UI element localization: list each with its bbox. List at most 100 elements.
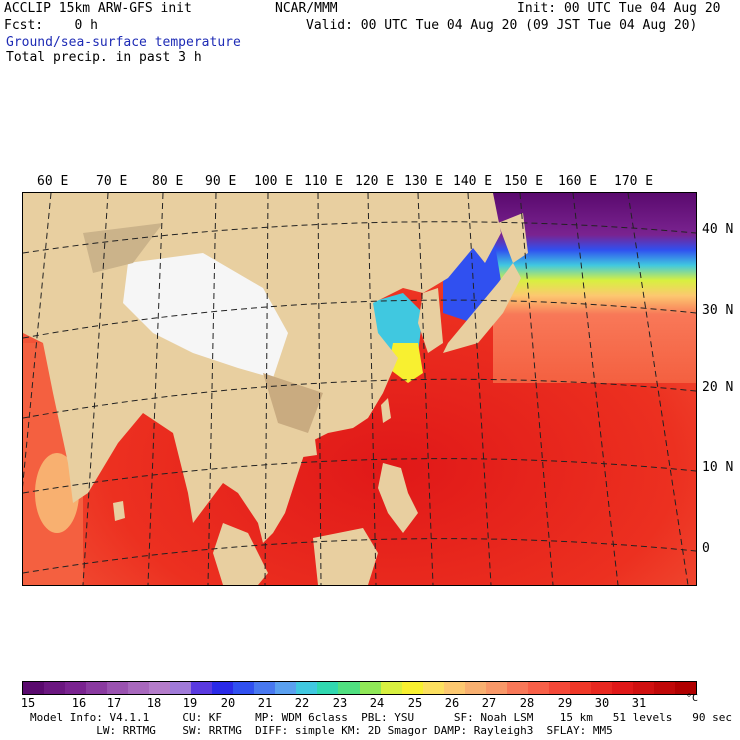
colorbar-swatch (443, 682, 465, 694)
init-time: Init: 00 UTC Tue 04 Aug 20 (517, 1, 721, 16)
model-info-line2: LW: RRTMG SW: RRTMG DIFF: simple KM: 2D … (30, 724, 613, 737)
field-label-precip: Total precip. in past 3 h (6, 50, 202, 65)
graticule (23, 193, 696, 585)
lat-label: 40 N (702, 222, 734, 237)
colorbar-swatch (23, 682, 45, 694)
colorbar-tick: 27 (481, 696, 497, 710)
colorbar-tick: 23 (332, 696, 348, 710)
lat-label: 0 (702, 541, 710, 556)
lon-label: 110 E (304, 174, 344, 189)
lat-label: 20 N (702, 380, 734, 395)
meridian-70e (82, 193, 109, 585)
colorbar-swatch (107, 682, 129, 694)
colorbar-tick: 28 (519, 696, 535, 710)
colorbar-tick: 16 (71, 696, 87, 710)
colorbar-swatch (212, 682, 234, 694)
colorbar-swatch (338, 682, 360, 694)
japan-islands (443, 263, 521, 353)
colorbar-swatch (401, 682, 423, 694)
colorbar-swatch (674, 682, 696, 694)
colorbar-tick: 29 (557, 696, 573, 710)
philippines (378, 463, 418, 533)
hainan (301, 439, 317, 457)
lon-label: 160 E (558, 174, 598, 189)
colorbar-swatch (422, 682, 444, 694)
colorbar-swatch (590, 682, 612, 694)
korea-peninsula (418, 288, 443, 353)
lon-label: 60 E (37, 174, 69, 189)
colorbar-tick: 31 (631, 696, 647, 710)
colorbar-tick: 19 (182, 696, 198, 710)
colorbar-swatch (653, 682, 675, 694)
colorbar-swatch (548, 682, 570, 694)
meridian-130e (417, 193, 434, 585)
colorbar-tick: 30 (594, 696, 610, 710)
lon-label: 150 E (504, 174, 544, 189)
lon-label: 140 E (453, 174, 493, 189)
colorbar-swatch (275, 682, 297, 694)
colorbar-swatch (65, 682, 87, 694)
colorbar-tick: 18 (146, 696, 162, 710)
model-info-line1: Model Info: V4.1.1 CU: KF MP: WDM 6class… (30, 711, 732, 724)
lon-label: 90 E (205, 174, 237, 189)
forecast-hour: Fcst: 0 h (4, 18, 98, 33)
meridian-120e (367, 193, 377, 585)
colorbar-swatch (569, 682, 591, 694)
lon-label: 70 E (96, 174, 128, 189)
colorbar-tick: 21 (257, 696, 273, 710)
lon-label: 100 E (254, 174, 294, 189)
lat-label: 30 N (702, 303, 734, 318)
sri-lanka (113, 501, 125, 521)
meridian-110e (317, 193, 322, 585)
colorbar-swatch (611, 682, 633, 694)
colorbar-swatch (464, 682, 486, 694)
meridian-90e (207, 193, 217, 585)
lon-label: 120 E (355, 174, 395, 189)
colorbar-swatch (233, 682, 255, 694)
meridian-160e (572, 193, 619, 585)
colorbar-swatch (86, 682, 108, 694)
institution-label: NCAR/MMM (275, 1, 338, 16)
colorbar-swatch (527, 682, 549, 694)
colorbar-swatch (359, 682, 381, 694)
lon-label: 130 E (404, 174, 444, 189)
arabian-sea-cool-patch (35, 453, 79, 533)
central-asia-mountains (83, 223, 163, 273)
colorbar-swatch (254, 682, 276, 694)
model-title: ACCLIP 15km ARW-GFS init (4, 1, 192, 16)
colorbar-swatch (632, 682, 654, 694)
map-panel (22, 192, 697, 586)
colorbar-tick: 22 (294, 696, 310, 710)
borneo (313, 528, 378, 585)
meridian-140e (467, 193, 492, 585)
valid-time: Valid: 00 UTC Tue 04 Aug 20 (09 JST Tue … (306, 18, 698, 33)
colorbar-swatch (506, 682, 528, 694)
indochina-highlands (263, 373, 323, 433)
nw-pacific-sst-gradient (493, 193, 696, 383)
colorbar-swatch (170, 682, 192, 694)
colorbar-swatch (485, 682, 507, 694)
colorbar-tick: 26 (444, 696, 460, 710)
lat-label: 10 N (702, 460, 734, 475)
colorbar-swatch (149, 682, 171, 694)
meridian-60e (23, 193, 52, 488)
meridian-100e (264, 193, 269, 585)
colorbar-swatch (44, 682, 66, 694)
colorbar-tick: 25 (407, 696, 423, 710)
meridian-80e (147, 193, 164, 585)
colorbar-tick: 20 (220, 696, 236, 710)
east-china-sea-sst (388, 343, 423, 383)
lon-label: 170 E (614, 174, 654, 189)
hokkaido-sakhalin (498, 213, 528, 263)
colorbar-unit: °C (685, 693, 699, 704)
colorbar (22, 681, 697, 695)
sst-map-svg (23, 193, 696, 585)
colorbar-swatch (128, 682, 150, 694)
sumatra-malaya (213, 523, 268, 585)
lon-label: 80 E (152, 174, 184, 189)
meridian-150e (519, 193, 554, 585)
colorbar-tick: 24 (369, 696, 385, 710)
colorbar-swatch (317, 682, 339, 694)
tibetan-plateau (123, 253, 288, 378)
colorbar-tick: 15 (20, 696, 36, 710)
